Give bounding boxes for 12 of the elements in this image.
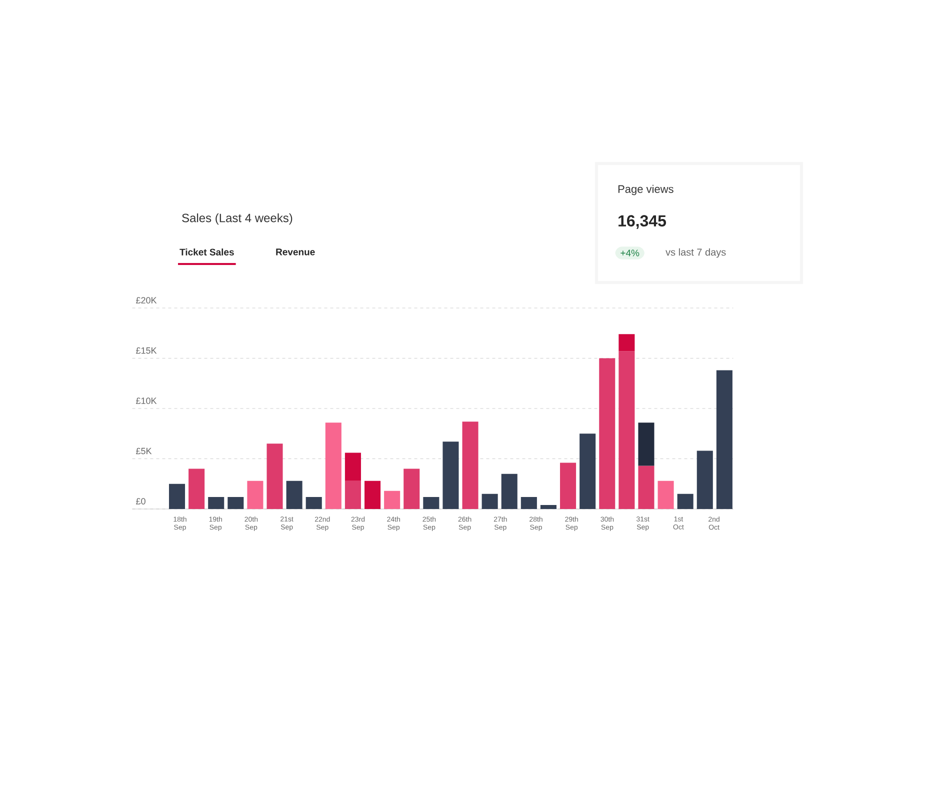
y-tick-label: £5K <box>136 448 152 454</box>
text: 16,345 <box>618 215 666 229</box>
text: Revenue <box>276 248 315 256</box>
text: Ticket Sales <box>180 248 234 256</box>
y-tick-label: £15K <box>136 347 157 354</box>
y-tick-label: £20K <box>136 297 157 304</box>
text: Page views <box>618 184 674 196</box>
text: vs last 7 days <box>666 248 726 258</box>
y-tick-label: £0 <box>136 498 146 504</box>
text: +4% <box>620 250 640 256</box>
chart-title: Sales (Last 4 weeks) <box>182 213 292 225</box>
y-tick-label: £10K <box>136 398 157 404</box>
